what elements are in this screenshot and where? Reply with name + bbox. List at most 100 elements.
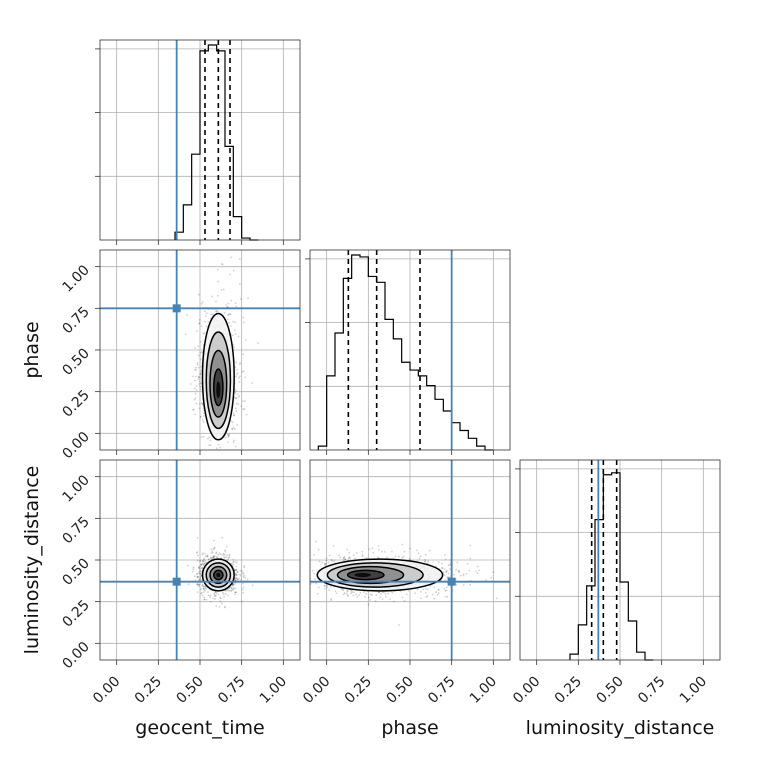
density-geocent_time-phase-sample-point: [192, 375, 194, 378]
density-geocent_time-phase-sample-point: [226, 305, 229, 308]
density-phase-luminosity_distance-sample-point: [384, 593, 387, 595]
density-phase-luminosity_distance-sample-point: [447, 564, 450, 567]
density-phase-luminosity_distance-sample-point: [313, 572, 316, 575]
density-phase-luminosity_distance-sample-point: [446, 576, 449, 579]
density-geocent_time-luminosity_distance-sample-point: [222, 554, 224, 556]
density-phase-luminosity_distance-sample-point: [325, 559, 328, 562]
density-geocent_time-luminosity_distance-sample-point: [202, 588, 205, 590]
density-geocent_time-luminosity_distance-sample-point: [234, 560, 237, 563]
density-phase-luminosity_distance-sample-point: [324, 564, 327, 567]
density-geocent_time-phase-sample-point: [199, 385, 201, 388]
density-phase-luminosity_distance-density-level-4: [354, 572, 371, 578]
density-geocent_time-phase-sample-point: [199, 358, 202, 361]
density-geocent_time-luminosity_distance-sample-point: [235, 569, 238, 572]
density-phase-luminosity_distance-sample-point: [437, 592, 440, 594]
density-geocent_time-luminosity_distance-sample-point: [191, 570, 194, 573]
density-geocent_time-phase-sample-point: [236, 423, 239, 426]
density-geocent_time-phase-sample-point: [247, 297, 250, 300]
density-geocent_time-phase-sample-point: [195, 402, 198, 405]
density-phase-luminosity_distance-sample-point: [424, 553, 427, 556]
bottom-phase-xtick-label-0: 0.00: [300, 674, 333, 707]
density-phase-luminosity_distance-sample-point: [346, 594, 349, 597]
density-phase-luminosity_distance-sample-point: [446, 595, 449, 598]
density-geocent_time-luminosity_distance-sample-point: [235, 573, 238, 576]
density-geocent_time-luminosity_distance-sample-point: [196, 583, 199, 585]
density-phase-luminosity_distance-sample-point: [368, 548, 371, 551]
density-geocent_time-luminosity_distance-sample-point: [201, 553, 204, 556]
density-geocent_time-phase-sample-point: [199, 388, 202, 391]
density-geocent_time-luminosity_distance-sample-point: [222, 552, 225, 555]
density-geocent_time-phase-sample-point: [200, 325, 203, 328]
density-geocent_time-luminosity_distance-sample-point: [235, 568, 238, 571]
density-phase-luminosity_distance-sample-point: [403, 599, 406, 602]
density-geocent_time-phase-sample-point: [234, 407, 237, 410]
density-geocent_time-luminosity_distance-sample-point: [207, 594, 210, 597]
density-phase-luminosity_distance-sample-point: [347, 595, 350, 598]
density-geocent_time-phase-sample-point: [235, 402, 238, 405]
density-phase-luminosity_distance-sample-point: [365, 557, 368, 559]
density-geocent_time-luminosity_distance-sample-point: [203, 557, 206, 560]
density-phase-luminosity_distance-sample-point: [333, 560, 335, 563]
density-phase-luminosity_distance-sample-point: [431, 593, 434, 596]
density-geocent_time-phase-sample-point: [251, 382, 254, 385]
density-phase-luminosity_distance-sample-point: [469, 544, 472, 547]
density-phase-luminosity_distance-sample-point: [365, 592, 368, 595]
density-geocent_time-luminosity_distance-sample-point: [197, 566, 200, 568]
density-geocent_time-luminosity_distance-sample-point: [232, 563, 235, 566]
density-geocent_time-phase-sample-point: [215, 447, 218, 450]
density-phase-luminosity_distance-sample-point: [341, 588, 344, 591]
density-phase-luminosity_distance-sample-point: [339, 556, 342, 559]
density-geocent_time-luminosity_distance-sample-point: [210, 556, 212, 559]
density-geocent_time-phase-sample-point: [196, 364, 199, 366]
density-geocent_time-phase-contour-3: [213, 368, 224, 407]
density-phase-luminosity_distance-sample-point: [485, 579, 487, 582]
density-geocent_time-luminosity_distance-sample-point: [202, 560, 205, 563]
density-phase-luminosity_distance-sample-point: [456, 561, 459, 564]
density-phase-luminosity_distance-sample-point: [368, 596, 370, 599]
density-geocent_time-phase-sample-point: [197, 293, 200, 296]
density-phase-luminosity_distance-sample-point: [358, 594, 361, 596]
density-geocent_time-phase-sample-point: [229, 313, 231, 316]
density-phase-luminosity_distance-sample-point: [332, 544, 335, 547]
density-geocent_time-phase-sample-point: [197, 375, 200, 378]
density-geocent_time-luminosity_distance-sample-point: [201, 584, 204, 587]
density-phase-luminosity_distance-sample-point: [455, 583, 458, 586]
density-phase-luminosity_distance-sample-point: [354, 557, 356, 560]
hist-geocent_time-step: [174, 44, 259, 241]
density-phase-luminosity_distance-sample-point: [342, 557, 345, 560]
density-geocent_time-luminosity_distance-sample-point: [210, 548, 213, 551]
density-geocent_time-phase-sample-point: [220, 289, 223, 291]
density-phase-luminosity_distance-sample-point: [372, 551, 375, 554]
density-geocent_time-phase-sample-point: [194, 397, 197, 400]
density-geocent_time-phase-sample-point: [237, 396, 240, 399]
density-geocent_time-luminosity_distance-sample-point: [223, 556, 226, 559]
density-geocent_time-luminosity_distance-sample-point: [239, 573, 241, 576]
density-geocent_time-luminosity_distance-sample-point: [216, 556, 219, 559]
density-geocent_time-luminosity_distance-sample-point: [207, 558, 210, 561]
density-geocent_time-phase-sample-point: [234, 389, 237, 392]
density-phase-luminosity_distance-sample-point: [391, 591, 394, 594]
density-geocent_time-luminosity_distance-sample-point: [233, 560, 235, 563]
density-geocent_time-luminosity_distance-sample-point: [200, 573, 202, 575]
density-geocent_time-phase-sample-point: [200, 382, 202, 385]
density-geocent_time-luminosity_distance-sample-point: [196, 576, 199, 579]
bottom-geocent_time-xtick-label-2: 0.50: [173, 674, 206, 707]
density-geocent_time-phase-sample-point: [234, 397, 237, 400]
density-geocent_time-phase-sample-point: [244, 376, 246, 379]
density-phase-luminosity_distance-sample-point: [344, 558, 347, 561]
density-phase-luminosity_distance-sample-point: [445, 571, 448, 574]
density-geocent_time-luminosity_distance-sample-point: [203, 587, 205, 590]
bottom-phase-xtick-label-4: 1.00: [467, 674, 500, 707]
density-geocent_time-luminosity_distance-sample-point: [215, 551, 218, 554]
density-phase-luminosity_distance-sample-point: [313, 553, 316, 556]
density-geocent_time-phase-sample-point: [197, 366, 200, 369]
density-geocent_time-luminosity_distance-sample-point: [221, 536, 224, 539]
density-geocent_time-phase-sample-point: [232, 343, 235, 346]
density-phase-luminosity_distance-sample-point: [351, 591, 353, 594]
density-geocent_time-luminosity_distance-sample-point: [202, 591, 205, 593]
density-geocent_time-luminosity_distance-sample-point: [234, 587, 237, 590]
density-phase-luminosity_distance-sample-point: [316, 593, 319, 595]
density-geocent_time-phase-sample-point: [229, 325, 232, 328]
density-geocent_time-luminosity_distance-sample-point: [196, 583, 199, 586]
density-geocent_time-luminosity_distance-sample-point: [204, 553, 207, 555]
